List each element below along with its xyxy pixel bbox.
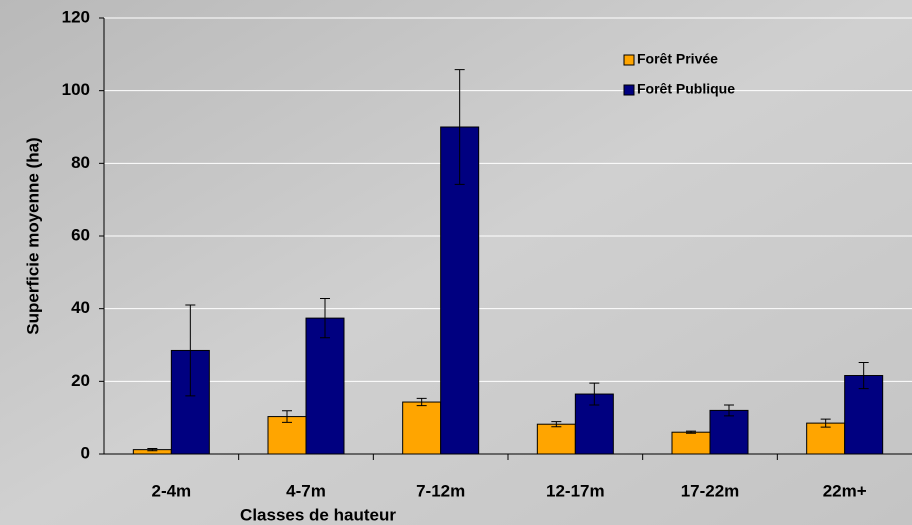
error-bar bbox=[858, 361, 869, 390]
x-tick-label: 22m+ bbox=[823, 481, 867, 500]
bar bbox=[536, 423, 576, 455]
error-bar bbox=[551, 421, 562, 428]
bar bbox=[402, 401, 442, 455]
bar bbox=[806, 422, 846, 455]
bar bbox=[709, 409, 749, 455]
error-bar bbox=[454, 69, 465, 185]
error-bar bbox=[282, 410, 292, 423]
y-tick-label: 120 bbox=[62, 7, 90, 26]
error-bar bbox=[185, 304, 196, 397]
error-bar bbox=[820, 418, 831, 428]
bar bbox=[305, 317, 345, 455]
legend-swatch bbox=[623, 54, 635, 66]
error-bar bbox=[724, 404, 734, 417]
bar bbox=[671, 431, 711, 455]
error-bar bbox=[147, 448, 158, 452]
x-tick-label: 4-7m bbox=[286, 481, 326, 500]
x-tick-label: 17-22m bbox=[681, 481, 740, 500]
error-bar bbox=[320, 297, 330, 339]
y-tick-label: 40 bbox=[71, 298, 90, 317]
legend-label: Forêt Privée bbox=[637, 51, 718, 67]
error-bar bbox=[686, 430, 696, 434]
y-tick-label: 60 bbox=[71, 225, 90, 244]
y-tick-label: 0 bbox=[81, 443, 90, 462]
x-tick-label: 7-12m bbox=[416, 481, 465, 500]
error-bar bbox=[589, 382, 600, 406]
y-axis-label: Superficie moyenne (ha) bbox=[23, 137, 42, 334]
y-tick-label: 20 bbox=[71, 371, 90, 390]
y-tick-label: 100 bbox=[62, 80, 90, 99]
x-tick-label: 12-17m bbox=[546, 481, 605, 500]
x-tick-label: 2-4m bbox=[151, 481, 191, 500]
x-axis-label: Classes de hauteur bbox=[240, 505, 396, 524]
error-bar bbox=[416, 397, 427, 407]
legend-swatch bbox=[623, 84, 635, 96]
legend-label: Forêt Publique bbox=[637, 81, 735, 97]
y-tick-label: 80 bbox=[71, 153, 90, 172]
